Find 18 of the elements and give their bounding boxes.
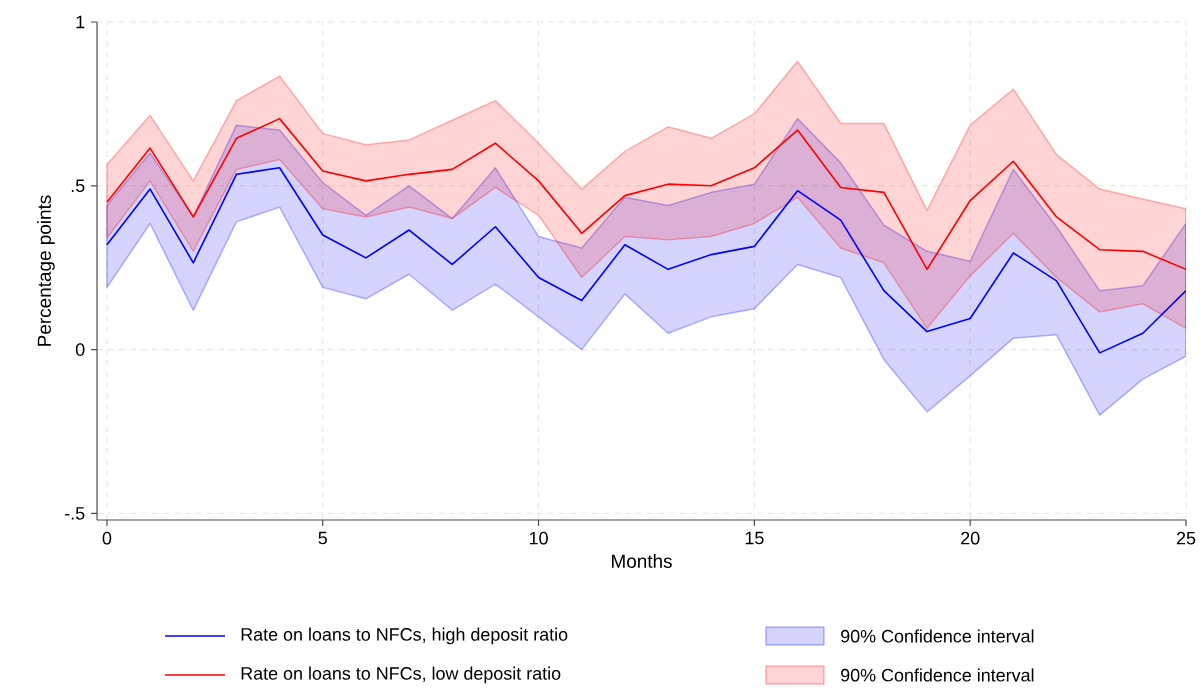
x-tick-label: 10	[529, 531, 548, 545]
y-tick-label: 0	[75, 343, 85, 356]
x-tick-label: 5	[318, 531, 327, 545]
y-axis-title: Percentage points	[37, 195, 55, 346]
y-tick-label: 1	[76, 15, 85, 29]
y-tick-label: -.5	[65, 507, 85, 520]
text: 90% Confidence interval	[841, 668, 1034, 682]
x-tick-label: 20	[961, 531, 980, 545]
line-series	[106, 117, 1186, 271]
line-series	[106, 166, 1186, 354]
y-tick-label: .5	[71, 179, 85, 193]
legend-label: Rate on loans to NFCs, low deposit ratio	[241, 666, 561, 684]
legend-label: Rate on loans to NFCs, high deposit ratio	[241, 627, 568, 645]
x-tick-label: 25	[1176, 531, 1196, 545]
x-tick-label: 15	[745, 531, 764, 545]
text: 90% Confidence interval	[841, 629, 1034, 643]
x-tick-label: 0	[102, 531, 112, 545]
x-axis-title: Months	[612, 554, 672, 568]
